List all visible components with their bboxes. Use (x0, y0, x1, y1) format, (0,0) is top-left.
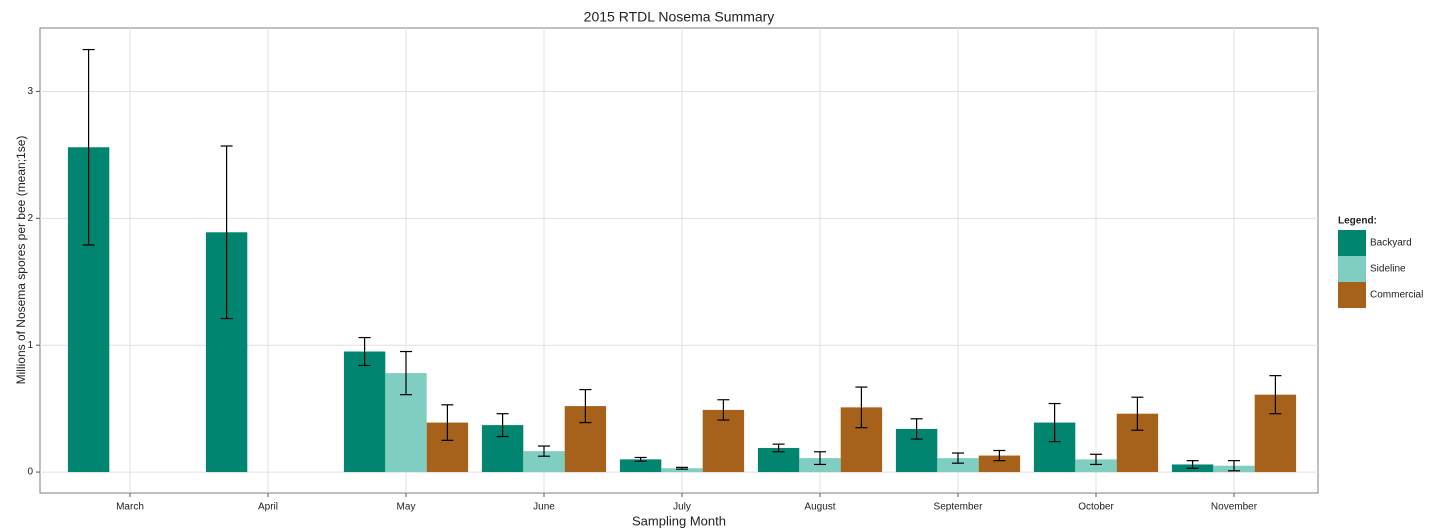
y-axis-label: Millions of Nosema spores per bee (mean;… (14, 136, 28, 385)
error-bar (82, 48, 95, 246)
x-tick-label: April (258, 502, 278, 513)
error-bar (1090, 453, 1102, 466)
bar (978, 455, 1021, 473)
legend-label: Backyard (1370, 238, 1412, 249)
bar (661, 468, 703, 473)
y-tick-label: 2 (27, 213, 33, 224)
error-bar (400, 350, 412, 396)
legend-swatch (1338, 256, 1366, 282)
chart-title: 2015 RTDL Nosema Summary (584, 9, 775, 25)
error-bar (441, 404, 454, 441)
error-bar (772, 443, 785, 453)
bar (799, 458, 841, 473)
x-tick-label: March (116, 502, 144, 513)
error-bar (910, 418, 923, 440)
error-bar (717, 399, 730, 421)
error-bar (358, 336, 371, 367)
error-bar (814, 451, 826, 466)
x-tick-label: August (804, 502, 835, 513)
x-tick-label: June (533, 502, 555, 513)
x-axis-label: Sampling Month (632, 513, 726, 528)
error-bar (496, 413, 509, 438)
x-tick-label: November (1211, 502, 1258, 513)
bar (523, 451, 565, 473)
bar (937, 458, 979, 473)
legend-label: Sideline (1370, 264, 1406, 275)
y-tick-label: 0 (27, 467, 33, 478)
error-bar (855, 386, 868, 429)
legend-swatch (1338, 230, 1366, 256)
error-bar (952, 452, 964, 464)
legend-swatch (1338, 282, 1366, 308)
plot-panel (39, 27, 1319, 494)
error-bar (579, 388, 592, 424)
error-bar (220, 145, 233, 320)
x-tick-label: July (673, 502, 691, 513)
legend-title: Legend: (1338, 216, 1377, 227)
error-bar (1228, 460, 1240, 472)
bar (343, 351, 386, 473)
legend-label: Commercial (1370, 290, 1423, 301)
y-tick-label: 3 (27, 86, 33, 97)
x-tick-label: May (397, 502, 416, 513)
bar (1075, 459, 1117, 473)
error-bar (634, 456, 647, 462)
error-bar (1131, 396, 1144, 431)
error-bar (1269, 375, 1282, 415)
y-tick-label: 1 (27, 340, 33, 351)
x-tick-label: September (934, 502, 984, 513)
error-bar (993, 449, 1006, 462)
error-bar (1186, 460, 1199, 469)
error-bar (538, 445, 550, 457)
x-tick-label: October (1078, 502, 1114, 513)
bar (619, 459, 662, 473)
error-bar (676, 466, 688, 470)
error-bar (1048, 402, 1061, 443)
